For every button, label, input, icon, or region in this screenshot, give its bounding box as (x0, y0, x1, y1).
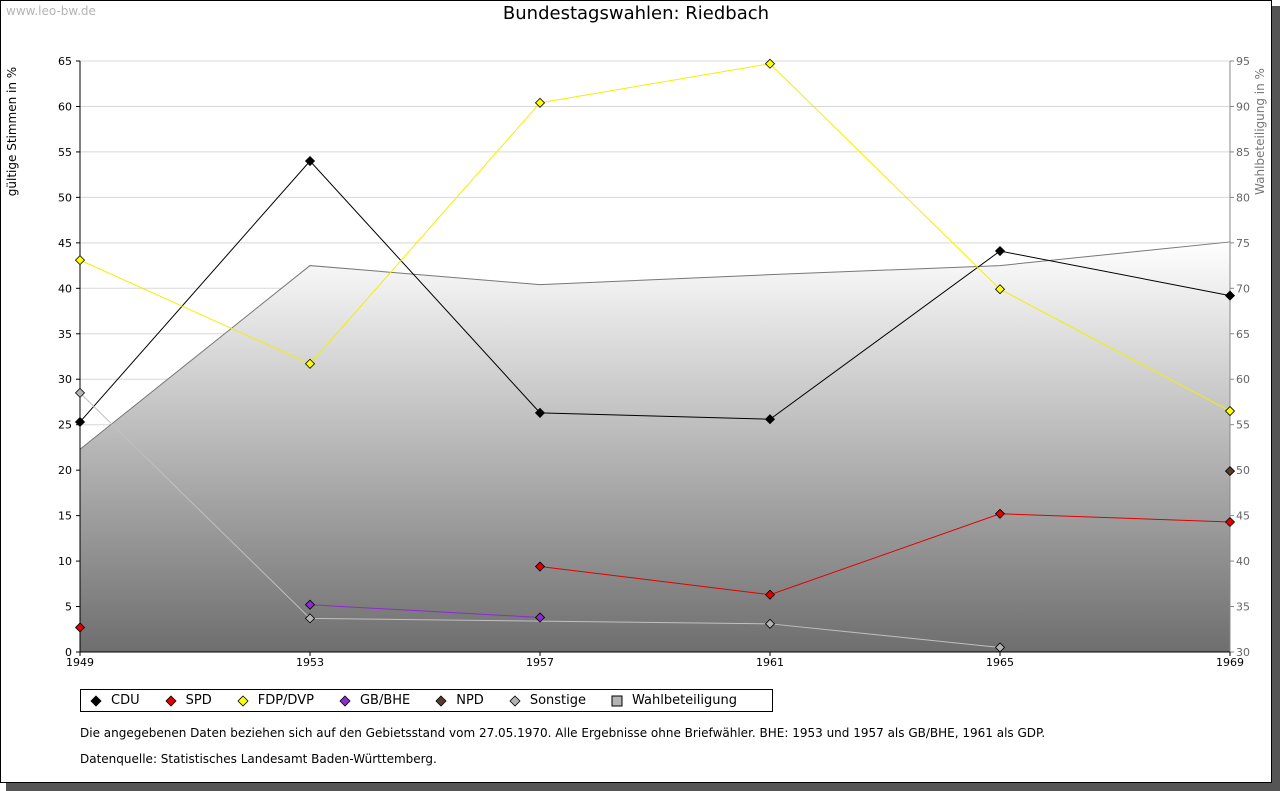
diamond-icon (508, 694, 522, 708)
spd-marker-1949 (74, 622, 86, 633)
spd-marker-1969 (1224, 516, 1236, 528)
y-tick-label: 5 (65, 601, 72, 614)
y2-axis-title: Wahlbeteiligung in % (1253, 68, 1267, 195)
legend-item-gb-bhe: GB/BHE (338, 693, 410, 708)
gb-bhe-line (309, 604, 541, 618)
fdp-dvp-marker-1949 (74, 255, 86, 266)
fdp-dvp-marker-1961 (764, 58, 776, 69)
spd-marker-1957 (534, 561, 546, 572)
legend-item-cdu: CDU (89, 693, 140, 708)
spd-marker-1961 (764, 589, 776, 600)
cdu-marker-1957 (534, 407, 546, 418)
fdp-dvp-marker-1969 (1224, 405, 1236, 417)
legend-label: CDU (111, 693, 140, 708)
square-icon (610, 694, 624, 708)
chart-plot: 0 5 10 15 20 25 30 35 40 45 50 55 60 65 30 35 40 45 50 55 60… (5, 55, 1267, 669)
x-tick-label: 1957 (526, 656, 554, 669)
y-tick-label: 10 (58, 555, 72, 568)
sonstige-marker-1953 (304, 613, 316, 624)
sonstige-marker-1961 (764, 618, 776, 629)
y-tick-label: 60 (58, 100, 72, 113)
frame-shadow-bottom (6, 783, 1280, 791)
legend-label: FDP/DVP (257, 693, 314, 708)
legend-label: SPD (185, 693, 212, 708)
series-lines (79, 63, 1231, 648)
y2-tick-label: 95 (1236, 55, 1250, 68)
y-tick-label: 15 (58, 510, 72, 523)
spd-line (539, 513, 1231, 596)
legend-label: GB/BHE (359, 693, 411, 708)
fdp-dvp-marker-1957 (534, 97, 546, 108)
x-tick-label: 1969 (1216, 656, 1244, 669)
y2-tick-label: 45 (1236, 510, 1250, 523)
fdp-dvp-marker-1965 (994, 284, 1006, 295)
legend-label: Sonstige (529, 693, 586, 708)
wahlbeteiligung-line (79, 241, 1231, 450)
y-axis-title: gültige Stimmen in % (5, 67, 19, 196)
diamond-icon (89, 694, 103, 708)
y2-tick-label: 65 (1236, 328, 1250, 341)
cdu-marker-1953 (304, 155, 316, 167)
y2-tick-label: 80 (1236, 191, 1250, 204)
legend-item-sonstige: Sonstige (508, 693, 586, 708)
npd-marker-1969 (1224, 465, 1236, 477)
wahlbeteiligung-area (80, 241, 1230, 652)
sonstige-marker-1965 (994, 642, 1006, 653)
y2-tick-label: 75 (1236, 237, 1250, 250)
frame-shadow-right (1272, 6, 1280, 791)
y-tick-label: 20 (58, 464, 72, 477)
y-tick-label: 40 (58, 282, 72, 295)
footnote-datenquelle: Datenquelle: Statistisches Landesamt Bad… (80, 752, 437, 766)
gb-bhe-marker-1953 (304, 599, 316, 610)
y2-tick-label: 50 (1236, 464, 1250, 477)
legend-item-npd: NPD (434, 693, 484, 708)
fdp-dvp-marker-1953 (304, 358, 316, 369)
diamond-icon (434, 694, 448, 708)
legend-item-wahlbeteiligung: Wahlbeteiligung (610, 693, 737, 708)
watermark-link[interactable]: www.leo-bw.de (6, 4, 96, 18)
y-tick-label: 25 (58, 419, 72, 432)
legend-label: NPD (456, 693, 484, 708)
series-markers (74, 58, 1236, 653)
y2-tick-label: 85 (1236, 146, 1250, 159)
legend-item-fdp-dvp: FDP/DVP (236, 693, 314, 708)
x-tick-label: 1961 (756, 656, 784, 669)
y2-tick-label: 90 (1236, 100, 1250, 113)
footnote-gebietsstand: Die angegebenen Daten beziehen sich auf … (80, 726, 1046, 740)
axes: 0 5 10 15 20 25 30 35 40 45 50 55 60 65 30 35 40 45 50 55 60… (5, 55, 1267, 669)
y-tick-label: 65 (58, 55, 72, 68)
diamond-icon (338, 694, 352, 708)
diamond-icon (164, 694, 178, 708)
cdu-marker-1969 (1224, 290, 1236, 301)
cdu-line (79, 160, 1231, 423)
y-tick-label: 55 (58, 146, 72, 159)
cdu-marker-1965 (994, 245, 1006, 257)
y2-tick-label: 55 (1236, 419, 1250, 432)
fdp-dvp-line (79, 63, 1231, 412)
y2-tick-label: 30 (1236, 646, 1250, 659)
legend-item-spd: SPD (164, 693, 212, 708)
y2-tick-label: 70 (1236, 282, 1250, 295)
cdu-marker-1961 (764, 414, 776, 425)
y-tick-label: 45 (58, 237, 72, 250)
spd-marker-1965 (994, 508, 1006, 519)
x-tick-label: 1949 (66, 656, 94, 669)
cdu-marker-1949 (74, 416, 86, 428)
gb-bhe-marker-1957 (534, 612, 546, 623)
x-tick-label: 1953 (296, 656, 324, 669)
diamond-icon (236, 694, 250, 708)
y-tick-label: 50 (58, 191, 72, 204)
legend-label: Wahlbeteiligung (632, 693, 738, 708)
chart-legend: CDU SPD FDP/DVP GB/BHE NPD Sonstige Wahlbeteil… (80, 689, 773, 712)
y2-tick-label: 60 (1236, 373, 1250, 386)
y2-tick-label: 35 (1236, 601, 1250, 614)
y-tick-label: 35 (58, 328, 72, 341)
sonstige-marker-1949 (74, 387, 86, 398)
y2-tick-label: 40 (1236, 555, 1250, 568)
y-tick-label: 0 (65, 646, 72, 659)
x-tick-label: 1965 (986, 656, 1014, 669)
chart-title: Bundestagswahlen: Riedbach (502, 3, 770, 24)
turnout-area-layer (79, 241, 1231, 652)
y-tick-label: 30 (58, 373, 72, 386)
